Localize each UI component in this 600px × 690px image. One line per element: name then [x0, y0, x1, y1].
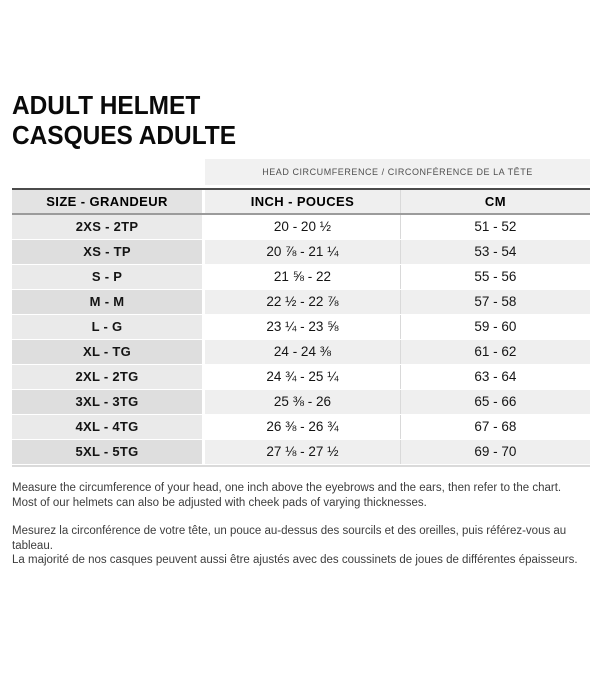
size-cell: XL - TG: [12, 340, 206, 364]
page-title-line-en: ADULT HELMET: [12, 90, 201, 120]
instructions-fr-line2: La majorité de nos casques peuvent aussi…: [12, 554, 578, 566]
table-row: XS - TP 20 ⅞ - 21 ¼ 53 - 54: [12, 240, 590, 265]
table-row: L - G 23 ¼ - 23 ⅝ 59 - 60: [12, 315, 590, 340]
size-chart-table: HEAD CIRCUMFERENCE / CIRCONFÉRENCE DE LA…: [12, 159, 590, 467]
inch-cell: 27 ⅛ - 27 ½: [205, 440, 400, 464]
inch-cell: 25 ⅜ - 26: [205, 390, 400, 414]
inch-cell: 23 ¼ - 23 ⅝: [205, 315, 400, 339]
size-cell: 2XS - 2TP: [12, 215, 206, 239]
table-row: 2XS - 2TP 20 - 20 ½ 51 - 52: [12, 215, 590, 240]
head-circumference-header: HEAD CIRCUMFERENCE / CIRCONFÉRENCE DE LA…: [205, 159, 590, 185]
inch-cell: 24 ¾ - 25 ¼: [205, 365, 400, 389]
table-row: 4XL - 4TG 26 ⅜ - 26 ¾ 67 - 68: [12, 415, 590, 440]
cm-cell: 67 - 68: [399, 415, 590, 439]
cm-cell: 65 - 66: [399, 390, 590, 414]
instructions-en-line1: Measure the circumference of your head, …: [12, 482, 562, 494]
size-cell: L - G: [12, 315, 206, 339]
instructions-en-line2: Most of our helmets can also be adjusted…: [12, 496, 427, 509]
cm-cell: 61 - 62: [399, 340, 590, 364]
size-chart-page: ADULT HELMET CASQUES ADULTE HEAD CIRCUMF…: [0, 90, 600, 568]
table-row: 5XL - 5TG 27 ⅛ - 27 ½ 69 - 70: [12, 440, 590, 465]
inch-cell: 24 - 24 ⅜: [205, 340, 400, 364]
size-cell: 4XL - 4TG: [12, 415, 206, 439]
instructions-fr-line1: Mesurez la circonférence de votre tête, …: [12, 525, 567, 552]
size-cell: 5XL - 5TG: [12, 440, 206, 464]
cm-cell: 53 - 54: [399, 240, 590, 264]
cm-cell: 59 - 60: [399, 315, 590, 339]
table-row: 2XL - 2TG 24 ¾ - 25 ¼ 63 - 64: [12, 365, 590, 390]
cm-cell: 63 - 64: [399, 365, 590, 389]
size-cell: 2XL - 2TG: [12, 365, 206, 389]
group-header-spacer: [12, 159, 206, 185]
cm-cell: 57 - 58: [399, 290, 590, 314]
inch-cell: 22 ½ - 22 ⅞: [205, 290, 400, 314]
inch-cell: 20 - 20 ½: [205, 215, 400, 239]
size-cell: 3XL - 3TG: [12, 390, 206, 414]
page-title: ADULT HELMET CASQUES ADULTE: [12, 90, 555, 150]
inch-cell: 20 ⅞ - 21 ¼: [205, 240, 400, 264]
column-header-size: SIZE - GRANDEUR: [12, 190, 206, 213]
column-header-cm: CM: [399, 190, 590, 213]
table-body: 2XS - 2TP 20 - 20 ½ 51 - 52 XS - TP 20 ⅞…: [12, 215, 590, 467]
table-row: S - P 21 ⅝ - 22 55 - 56: [12, 265, 590, 290]
table-header-row: SIZE - GRANDEUR INCH - POUCES CM: [12, 188, 590, 215]
inch-cell: 26 ⅜ - 26 ¾: [205, 415, 400, 439]
table-row: 3XL - 3TG 25 ⅜ - 26 65 - 66: [12, 390, 590, 415]
table-row: M - M 22 ½ - 22 ⅞ 57 - 58: [12, 290, 590, 315]
inch-cell: 21 ⅝ - 22: [205, 265, 400, 289]
column-header-inch: INCH - POUCES: [205, 190, 400, 213]
cm-cell: 51 - 52: [399, 215, 590, 239]
cm-cell: 69 - 70: [399, 440, 590, 464]
size-cell: M - M: [12, 290, 206, 314]
page-title-line-fr: CASQUES ADULTE: [12, 120, 237, 150]
table-row: XL - TG 24 - 24 ⅜ 61 - 62: [12, 340, 590, 365]
footer-notes: Measure the circumference of your head, …: [12, 481, 590, 568]
size-cell: S - P: [12, 265, 206, 289]
group-header-row: HEAD CIRCUMFERENCE / CIRCONFÉRENCE DE LA…: [12, 159, 590, 185]
cm-cell: 55 - 56: [399, 265, 590, 289]
size-cell: XS - TP: [12, 240, 206, 264]
